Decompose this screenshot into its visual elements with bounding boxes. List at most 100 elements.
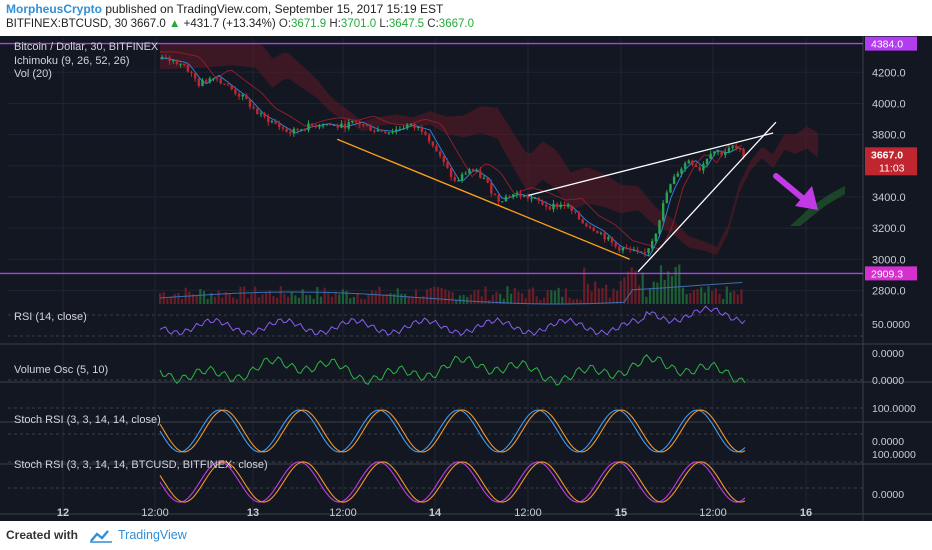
volume-bar	[444, 289, 447, 304]
volume-bar	[539, 299, 542, 304]
chart-canvas[interactable]: 4384.02909.34200.04000.03800.03600.03400…	[0, 36, 932, 521]
candle-body	[574, 210, 577, 213]
candle-body	[625, 247, 628, 249]
candle-body	[742, 148, 745, 158]
x-tick-label: 12:00	[699, 507, 727, 519]
volume-bar	[616, 291, 619, 304]
quote-line: BITFINEX:BTCUSD, 30 3667.0 ▲ +431.7 (+13…	[6, 18, 474, 30]
candle-body	[632, 249, 636, 251]
volume-bar	[407, 296, 410, 304]
candle-body	[705, 158, 709, 164]
volume-bar	[703, 292, 706, 304]
candle-body	[175, 60, 179, 64]
volume-bar	[338, 294, 341, 304]
candle-body	[395, 129, 398, 132]
candle-body	[669, 184, 672, 193]
x-tick-label: 12:00	[329, 507, 357, 519]
candle-body	[610, 237, 614, 243]
volume-bar	[663, 279, 666, 304]
volume-bar	[469, 294, 472, 304]
y-tick-label: 3200.0	[872, 223, 906, 235]
candle-body	[358, 121, 361, 125]
candle-body	[530, 198, 533, 200]
volume-bar	[286, 296, 290, 304]
volume-bar	[166, 298, 169, 304]
y-tick-label: 4200.0	[872, 67, 906, 79]
volume-bar	[195, 296, 198, 304]
high-label: H:	[329, 18, 341, 30]
volume-bar	[594, 281, 597, 304]
volume-bar	[495, 291, 498, 304]
candle-body	[449, 167, 453, 178]
tradingview-link[interactable]: TradingView	[118, 528, 187, 542]
candle-body	[720, 151, 723, 156]
author-link[interactable]: MorpheusCrypto	[6, 2, 102, 16]
candle-body	[724, 152, 727, 156]
volume-bar	[279, 286, 282, 304]
volume-bar	[645, 296, 648, 304]
volume-bar	[484, 286, 487, 304]
candle-body	[387, 132, 391, 134]
volume-bar	[572, 299, 575, 304]
x-tick-label: 12	[57, 507, 69, 519]
candle-body	[416, 127, 420, 129]
indicator-label: Vol (20)	[14, 68, 52, 80]
panel-label: Stoch RSI (3, 3, 14, 14, close)	[14, 414, 161, 426]
candle-body	[493, 193, 497, 196]
candle-body	[727, 147, 731, 153]
candle-body	[161, 56, 164, 59]
volume-bar	[524, 298, 527, 304]
last-price-badge	[865, 147, 917, 176]
stoch-d-line	[159, 409, 746, 453]
candle-body	[457, 180, 460, 182]
candle-body	[687, 160, 690, 164]
candle-body	[296, 128, 299, 131]
kijun-line	[160, 51, 743, 250]
candle-body	[340, 123, 343, 128]
candle-body	[299, 129, 303, 131]
volume-bar	[254, 286, 257, 304]
volume-bar	[349, 298, 352, 304]
volume-bar	[294, 295, 297, 304]
volume-bar	[462, 294, 465, 304]
candle-body	[182, 63, 186, 66]
candle-body	[672, 176, 676, 185]
candle-body	[603, 232, 606, 240]
tradingview-cloud-icon	[90, 530, 112, 543]
candle-body	[325, 124, 328, 126]
candle-body	[219, 78, 222, 84]
volume-bar	[316, 287, 319, 304]
volume-bar	[246, 298, 249, 304]
volume-bar	[542, 297, 546, 304]
candle-body	[661, 203, 665, 221]
volume-bar	[261, 294, 264, 304]
volume-bar	[473, 290, 476, 304]
close-value: 3667.0	[438, 18, 474, 30]
level-label: 2909.3	[871, 268, 903, 280]
volume-bar	[711, 291, 714, 304]
open-value: 3671.9	[291, 18, 327, 30]
candle-body	[402, 128, 405, 130]
volume-bar	[191, 294, 195, 304]
volume-bar	[546, 290, 549, 304]
candle-body	[599, 232, 603, 234]
candle-body	[431, 141, 435, 146]
volume-bar	[568, 297, 571, 304]
candle-body	[548, 206, 552, 210]
volume-bar	[447, 291, 451, 304]
candle-body	[523, 195, 526, 197]
volume-bar	[502, 298, 505, 304]
volume-bar	[561, 296, 564, 304]
volume-osc-line	[159, 354, 746, 386]
ichimoku-cloud-bullish	[790, 186, 845, 226]
volume-bar	[652, 281, 655, 304]
candle-body	[336, 124, 339, 128]
y-tick-label: 3800.0	[872, 130, 906, 142]
level-label-bg	[865, 266, 917, 281]
candle-body	[186, 65, 190, 72]
candle-body	[362, 124, 365, 126]
candle-body	[515, 193, 519, 195]
volume-bar	[579, 299, 582, 304]
candle-body	[442, 155, 445, 163]
volume-bar	[319, 296, 323, 304]
